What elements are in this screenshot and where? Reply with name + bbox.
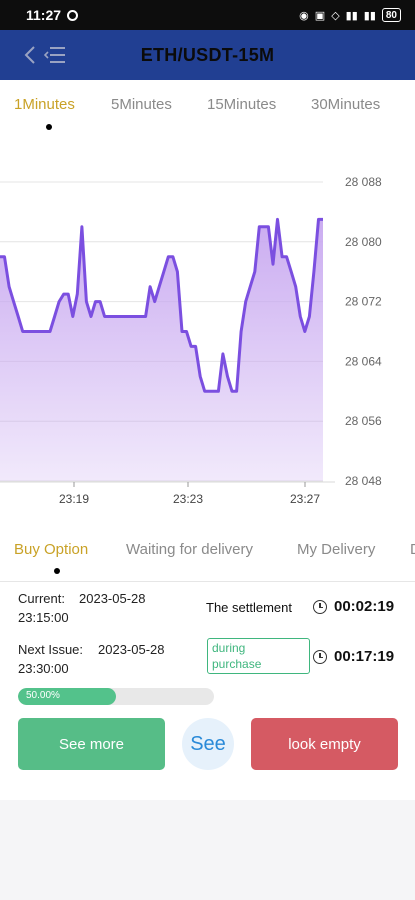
y-tick-label: 28 072 — [345, 295, 382, 309]
next-issue-label: Next Issue: — [18, 642, 84, 657]
clock-icon — [313, 600, 327, 614]
next-issue-countdown: 00:17:19 — [334, 648, 395, 665]
x-tick-label: 23:27 — [290, 492, 320, 506]
badge-line-1: during — [212, 641, 246, 655]
purchase-progress-bar: 50.00% — [18, 688, 214, 705]
status-time: 11:27 — [26, 7, 62, 23]
signal-icon: ▮▮ — [363, 9, 376, 22]
current-countdown: 00:02:19 — [334, 598, 395, 615]
interval-tabs: 1Minutes 5Minutes 15Minutes 30Minutes — [0, 96, 415, 130]
divider — [0, 581, 415, 582]
price-chart[interactable]: 28 088 28 080 28 072 28 064 28 056 28 048 23:1… — [0, 164, 415, 519]
next-issue-time: 23:30:00 — [18, 661, 69, 676]
nfc-icon: ▣ — [314, 9, 326, 22]
current-issue-row: Current: 2023-05-28 23:15:00 The settlem… — [0, 582, 415, 632]
y-tick-label: 28 064 — [345, 354, 382, 368]
status-icons: ◉ ▣ ◇ ▮▮ ▮▮ 80 — [299, 8, 401, 22]
status-badge: during purchase — [207, 638, 310, 674]
price-line — [0, 217, 323, 393]
wifi-icon: ◇ — [331, 9, 340, 22]
current-date: 2023-05-28 — [79, 591, 146, 606]
order-tab-indicator — [54, 568, 60, 574]
tab-30-minutes[interactable]: 30Minutes — [311, 96, 381, 113]
current-time: 23:15:00 — [18, 610, 69, 625]
status-bar: 11:27 ◉ ▣ ◇ ▮▮ ▮▮ 80 — [0, 0, 415, 30]
notification-icon — [67, 9, 79, 21]
tab-buy-option[interactable]: Buy Option — [14, 541, 89, 558]
look-empty-button[interactable]: look empty — [251, 718, 398, 770]
badge-line-2: purchase — [212, 657, 262, 671]
clock-icon — [313, 650, 327, 664]
eye-icon: ◉ — [299, 9, 309, 22]
next-issue-row: Next Issue: 2023-05-28 23:30:00 during p… — [0, 632, 415, 714]
see-more-button[interactable]: See more — [18, 718, 165, 770]
app-header: ETH/USDT-15M — [0, 30, 415, 80]
order-tabs: Buy Option Waiting for delivery My Deliv… — [0, 538, 415, 578]
signal-icon: ▮▮ — [345, 9, 358, 22]
battery-icon: 80 — [381, 8, 401, 22]
progress-fill — [18, 688, 116, 705]
x-tick-label: 23:19 — [59, 492, 89, 506]
tab-waiting-delivery[interactable]: Waiting for delivery — [126, 541, 253, 558]
tab-partial[interactable]: D — [410, 541, 415, 558]
see-button[interactable]: See — [182, 718, 234, 770]
main-content: 1Minutes 5Minutes 15Minutes 30Minutes 28… — [0, 80, 415, 800]
page-title: ETH/USDT-15M — [140, 44, 275, 65]
back-arrow-icon[interactable] — [20, 44, 40, 66]
y-tick-label: 28 056 — [345, 414, 382, 428]
active-tab-indicator — [46, 124, 52, 130]
y-tick-label: 28 048 — [345, 474, 382, 488]
tab-5-minutes[interactable]: 5Minutes — [111, 96, 172, 113]
action-buttons: See more See look empty — [0, 718, 415, 774]
tab-1-minutes[interactable]: 1Minutes — [14, 96, 75, 113]
settlement-status: The settlement — [206, 600, 292, 615]
tab-my-delivery[interactable]: My Delivery — [297, 541, 376, 558]
progress-label: 50.00% — [26, 690, 60, 701]
battery-level: 80 — [385, 9, 397, 21]
y-tick-label: 28 088 — [345, 175, 382, 189]
price-area — [0, 219, 323, 481]
next-issue-date: 2023-05-28 — [98, 642, 165, 657]
current-label: Current: — [18, 591, 65, 606]
menu-icon[interactable] — [43, 46, 66, 64]
y-tick-label: 28 080 — [345, 235, 382, 249]
tab-15-minutes[interactable]: 15Minutes — [207, 96, 277, 113]
x-tick-label: 23:23 — [173, 492, 203, 506]
